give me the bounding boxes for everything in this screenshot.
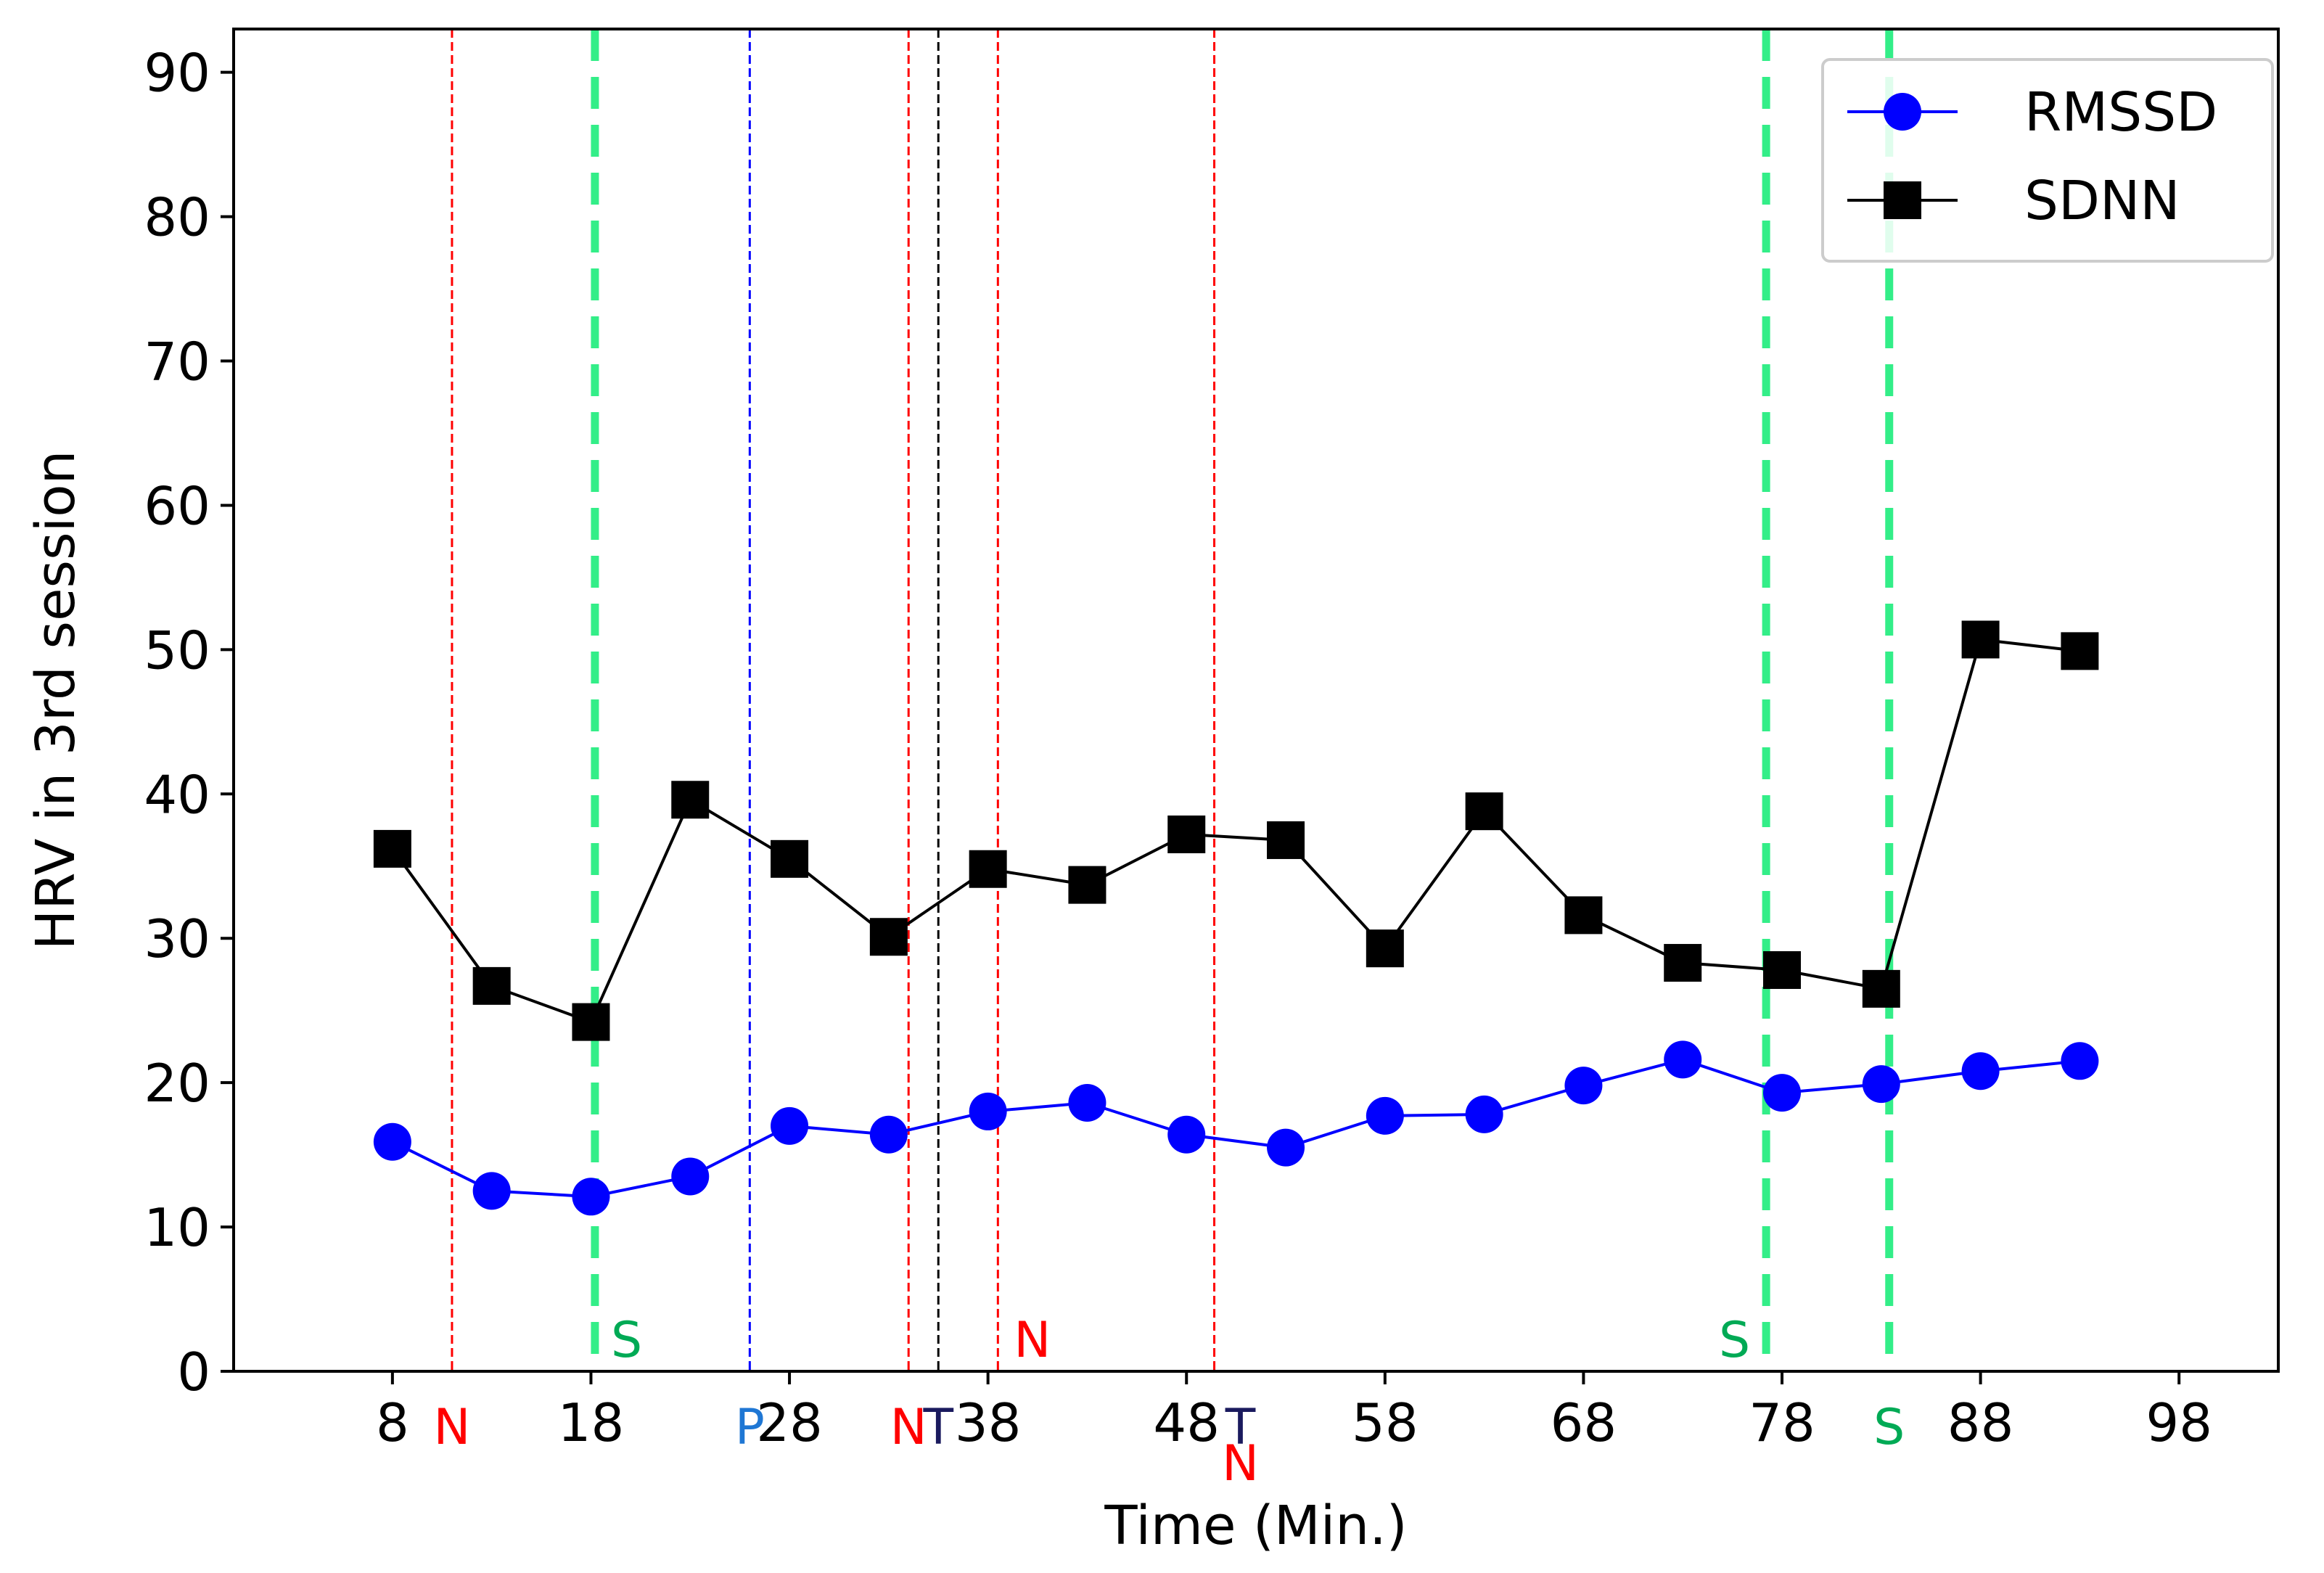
series-line-rmssd — [393, 1059, 2080, 1196]
data-point-sdnn — [572, 1003, 609, 1041]
data-point-sdnn — [771, 840, 808, 878]
annotation-label-p: P — [735, 1399, 765, 1456]
y-tick-label: 80 — [144, 187, 210, 248]
legend-label-rmssd: RMSSD — [2024, 81, 2217, 144]
x-tick-label: 98 — [2146, 1392, 2212, 1453]
data-point-rmssd — [771, 1107, 808, 1145]
y-tick-label: 20 — [144, 1053, 210, 1114]
x-tick-label: 48 — [1153, 1392, 1220, 1453]
data-point-rmssd — [671, 1157, 709, 1195]
x-tick-label: 28 — [756, 1392, 823, 1453]
x-tick-label: 8 — [376, 1392, 409, 1453]
data-point-rmssd — [473, 1172, 511, 1209]
y-tick-label: 50 — [144, 620, 210, 681]
data-point-sdnn — [1863, 970, 1900, 1008]
legend-marker-sdnn — [1884, 181, 1921, 219]
series-line-sdnn — [393, 639, 2080, 1022]
data-point-sdnn — [1167, 816, 1205, 853]
y-axis-label: HRV in 3rd session — [25, 451, 87, 950]
series-layer — [374, 620, 2099, 1215]
data-point-rmssd — [1167, 1116, 1205, 1154]
annotation-label-s: S — [1719, 1312, 1750, 1369]
data-point-sdnn — [374, 830, 411, 868]
data-point-rmssd — [1962, 1052, 2000, 1090]
data-point-rmssd — [969, 1093, 1007, 1130]
annotation-label-t: T — [922, 1399, 953, 1456]
data-point-sdnn — [1564, 896, 1602, 934]
x-tick-label: 78 — [1749, 1392, 1815, 1453]
data-point-rmssd — [1267, 1129, 1305, 1167]
x-tick-label: 18 — [558, 1392, 625, 1453]
data-point-sdnn — [671, 781, 709, 818]
annotation-label-n: N — [1222, 1435, 1259, 1492]
data-point-sdnn — [1466, 792, 1503, 830]
data-point-sdnn — [1763, 951, 1801, 989]
legend: RMSSD SDNN — [1823, 59, 2272, 261]
data-point-sdnn — [2061, 632, 2098, 670]
y-tick-label: 30 — [144, 908, 210, 969]
y-tick-label: 0 — [177, 1342, 210, 1402]
data-point-rmssd — [1466, 1096, 1503, 1133]
legend-marker-rmssd — [1884, 93, 1921, 131]
data-point-rmssd — [572, 1178, 609, 1215]
data-point-rmssd — [1763, 1074, 1801, 1112]
x-tick-label: 58 — [1352, 1392, 1418, 1453]
legend-label-sdnn: SDNN — [2024, 170, 2180, 232]
y-tick-label: 10 — [144, 1197, 210, 1258]
data-point-rmssd — [1664, 1040, 1701, 1078]
y-tick-label: 70 — [144, 332, 210, 393]
data-point-sdnn — [1068, 866, 1106, 904]
x-tick-label: 38 — [955, 1392, 1022, 1453]
data-point-sdnn — [969, 850, 1007, 888]
x-tick-label: 88 — [1947, 1392, 2014, 1453]
annotation-lines — [452, 29, 1889, 1371]
data-point-rmssd — [1068, 1084, 1106, 1122]
data-point-sdnn — [1366, 929, 1404, 967]
annotation-label-n: N — [1014, 1312, 1051, 1369]
x-tick-label: 68 — [1551, 1392, 1617, 1453]
y-tick-label: 40 — [144, 764, 210, 825]
data-point-sdnn — [473, 967, 511, 1005]
data-point-sdnn — [1664, 944, 1701, 982]
x-axis-label: Time (Min.) — [1104, 1495, 1407, 1557]
data-point-rmssd — [870, 1116, 908, 1154]
data-point-rmssd — [1366, 1097, 1404, 1135]
annotation-label-s: S — [1873, 1399, 1905, 1456]
data-point-rmssd — [2061, 1042, 2098, 1080]
data-point-sdnn — [870, 918, 908, 956]
data-point-rmssd — [374, 1123, 411, 1161]
data-point-sdnn — [1267, 821, 1305, 859]
data-point-sdnn — [1962, 620, 2000, 658]
annotation-label-n: N — [890, 1399, 927, 1456]
annotation-label-s: S — [611, 1312, 642, 1369]
data-point-rmssd — [1863, 1065, 1900, 1103]
data-point-rmssd — [1564, 1067, 1602, 1104]
y-tick-label: 60 — [144, 475, 210, 536]
annotation-label-n: N — [434, 1399, 471, 1456]
y-tick-label: 90 — [144, 43, 210, 104]
